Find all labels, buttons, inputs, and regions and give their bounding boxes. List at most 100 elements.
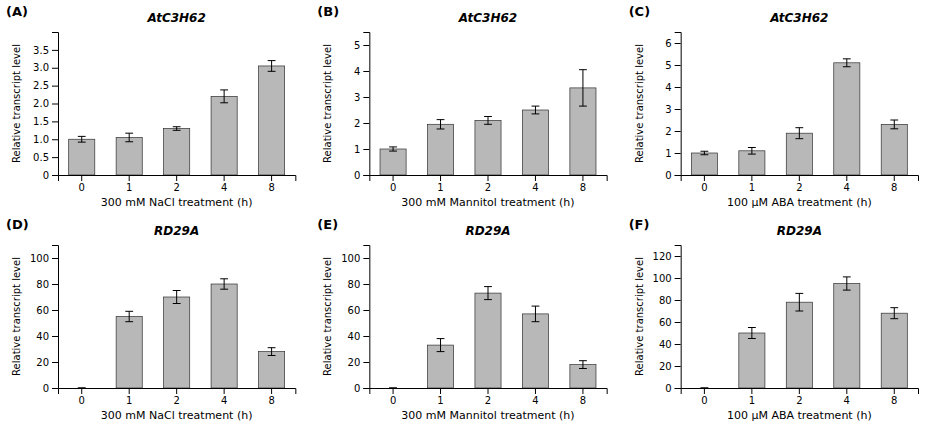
- tick: 60: [36, 305, 58, 316]
- tick-label: 40: [659, 339, 672, 350]
- tick-label: 20: [36, 357, 49, 368]
- tick-label: 3: [354, 92, 360, 103]
- error-bar: [220, 279, 228, 289]
- tick-mark: [363, 45, 369, 46]
- x-axis: 01248: [59, 388, 296, 406]
- bar: [834, 63, 860, 175]
- bar: [691, 388, 717, 389]
- tick-label: 8: [891, 395, 897, 406]
- y-axis-title: Relative transcript level: [634, 257, 645, 376]
- tick: 0.5: [33, 152, 58, 163]
- tick-mark: [176, 175, 177, 181]
- bar: [69, 388, 95, 389]
- tick-mark: [52, 121, 58, 122]
- title: RD29A: [465, 224, 510, 238]
- tick-label: 1.0: [33, 134, 49, 145]
- tick-mark: [440, 175, 441, 181]
- y-axis-title: Relative transcript level: [634, 44, 645, 163]
- tick: 2.0: [33, 98, 58, 109]
- tick-mark: [582, 175, 583, 181]
- tick: 3.5: [33, 45, 58, 56]
- panel: 01248020406080100300 mM NaCl treatment (…: [6, 217, 296, 422]
- tick: 20: [36, 357, 58, 368]
- bar: [786, 302, 812, 388]
- tick-label: 60: [659, 317, 672, 328]
- axis-line: [52, 33, 59, 176]
- tick: 0: [701, 388, 707, 406]
- tick-mark: [363, 310, 369, 311]
- tick-label: 5: [665, 60, 671, 71]
- error-bar: [843, 277, 851, 290]
- tick-mark: [129, 388, 130, 394]
- x-axis: 01248: [681, 175, 918, 193]
- tick: 0: [354, 383, 369, 394]
- tick-mark: [224, 388, 225, 394]
- axis-line: [370, 389, 607, 395]
- tick-mark: [675, 322, 681, 323]
- tick: 1: [126, 388, 132, 406]
- tick: 8: [268, 388, 274, 406]
- error-bar: [268, 348, 276, 356]
- tick-mark: [535, 175, 536, 181]
- bar: [881, 313, 907, 388]
- bar: [881, 124, 907, 175]
- error-bar: [795, 128, 803, 139]
- tick-label: 80: [659, 295, 672, 306]
- error-bar: [437, 339, 445, 352]
- plot-area: 012480123456100 μM ABA treatment (h)Rela…: [634, 11, 919, 209]
- tick: 3: [665, 104, 680, 115]
- bar: [522, 314, 548, 388]
- tick-label: 4: [844, 395, 850, 406]
- axis-line: [59, 176, 296, 182]
- error-bar: [532, 306, 540, 322]
- tick: 1: [437, 388, 443, 406]
- panel-label: (D): [6, 217, 29, 232]
- tick-mark: [52, 50, 58, 51]
- tick-label: 60: [348, 305, 361, 316]
- tick-label: 2: [796, 182, 802, 193]
- tick-mark: [675, 366, 681, 367]
- title: AtC3H62: [147, 11, 206, 25]
- error-bar: [748, 328, 756, 339]
- tick: 100: [30, 253, 58, 264]
- tick-label: 1: [354, 144, 360, 155]
- tick-mark: [81, 388, 82, 394]
- tick-label: 40: [348, 331, 361, 342]
- tick-mark: [176, 388, 177, 394]
- tick-label: 0: [701, 182, 707, 193]
- tick-mark: [52, 68, 58, 69]
- tick: 40: [659, 339, 681, 350]
- axis-line: [363, 33, 370, 176]
- tick: 0: [390, 175, 396, 193]
- tick: 8: [580, 388, 586, 406]
- tick: 2: [173, 175, 179, 193]
- tick-label: 0: [79, 182, 85, 193]
- axis-line: [681, 176, 918, 182]
- tick-mark: [52, 157, 58, 158]
- tick-mark: [363, 175, 369, 176]
- tick-label: 100: [341, 253, 360, 264]
- tick-mark: [393, 388, 394, 394]
- tick-label: 1: [437, 182, 443, 193]
- tick: 1: [749, 175, 755, 193]
- tick-label: 1.5: [33, 116, 49, 127]
- tick: 4: [221, 175, 227, 193]
- error-bar: [700, 151, 708, 155]
- tick-mark: [52, 310, 58, 311]
- tick: 1: [354, 144, 369, 155]
- tick-label: 2: [665, 126, 671, 137]
- tick-label: 8: [891, 182, 897, 193]
- tick-mark: [675, 87, 681, 88]
- error-bar: [843, 59, 851, 67]
- tick-mark: [271, 175, 272, 181]
- tick: 8: [891, 175, 897, 193]
- axis-line: [370, 176, 607, 182]
- tick-label: 4: [665, 82, 671, 93]
- tick: 0: [701, 175, 707, 193]
- tick-mark: [751, 388, 752, 394]
- tick-label: 60: [36, 305, 49, 316]
- panel-label: (B): [317, 4, 339, 19]
- title: AtC3H62: [769, 11, 828, 25]
- tick-label: 80: [36, 279, 49, 290]
- error-bar: [484, 117, 492, 125]
